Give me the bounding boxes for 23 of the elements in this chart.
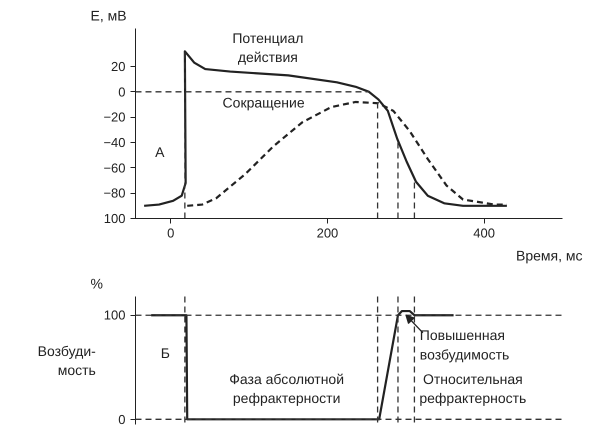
series-label: Сокращение [222, 94, 305, 111]
y-tick-label: −20 [103, 110, 126, 125]
y-tick-label: −60 [103, 160, 126, 176]
y-tick-label: 100 [104, 308, 126, 323]
text: Возбуди- мость [38, 342, 96, 378]
annotation: Фаза абсолютной рефрактерности [229, 371, 344, 406]
x-tick-label: 200 [316, 226, 338, 240]
y-axis-title: E, мВ [90, 8, 127, 24]
annotation: А [155, 144, 166, 160]
x-tick-label: 400 [473, 226, 496, 240]
y-tick-label: 0 [118, 412, 126, 427]
y-tick-label: −80 [103, 186, 126, 201]
annotation: Относительная рефрактерность [419, 371, 526, 406]
annotation: Б [160, 344, 170, 361]
y-tick-label: 0 [118, 84, 126, 100]
y-tick-label: 20 [111, 59, 126, 74]
y-tick-label: −40 [103, 135, 126, 150]
series-label: Потенциал действия [232, 30, 304, 66]
y-axis-title: % [90, 276, 103, 292]
x-tick-label: 0 [167, 226, 174, 240]
annotation: Повышенная возбудимость [420, 327, 510, 362]
y-tick-label: 100 [104, 211, 126, 226]
x-axis-title: Время, мс [516, 248, 583, 264]
